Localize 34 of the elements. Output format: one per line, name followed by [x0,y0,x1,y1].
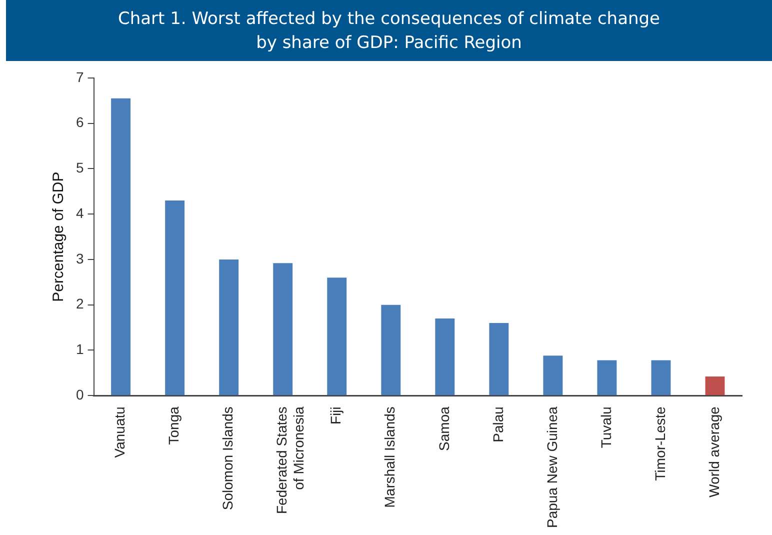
y-tick-label: 3 [76,250,84,266]
bar [381,304,401,396]
bar [705,376,725,396]
y-tick-label: 1 [76,341,84,358]
bar [165,200,185,396]
x-tick-label: Fiji [328,406,344,424]
bar [543,356,563,396]
y-tick-label: 7 [76,68,84,85]
y-tick-label: 4 [76,204,84,221]
y-tick-label: 0 [76,386,84,402]
bar [219,259,239,396]
x-tick-label: Timor-Leste [652,406,668,481]
x-tick-label: Palau [490,406,506,442]
x-tick-label: Solomon Islands [220,406,236,510]
bar [435,318,455,396]
bar [489,322,509,396]
bar [651,360,671,396]
y-tick-label: 6 [76,114,84,130]
chart-title: Chart 1. Worst affected by the consequences of climate change by share of GDP: Pacific Region [6,0,772,61]
x-tick-label: Vanuatu [112,406,128,458]
bar [111,98,131,396]
x-tick-label: Tuvalu [598,406,614,448]
x-tick-label: World average [706,406,722,498]
x-tick-label: Federated States of Micronesia [274,406,307,514]
bar [327,278,347,396]
y-tick-label: 5 [76,160,84,176]
x-tick-label: Marshall Islands [382,406,398,508]
x-tick-label: Tonga [166,406,182,445]
x-tick-label: Papua New Guinea [544,406,560,528]
bar [597,360,617,396]
bar [273,263,293,396]
x-tick-label: Samoa [436,406,452,451]
y-axis-title: Percentage of GDP [50,172,68,302]
y-tick-label: 2 [76,296,84,312]
